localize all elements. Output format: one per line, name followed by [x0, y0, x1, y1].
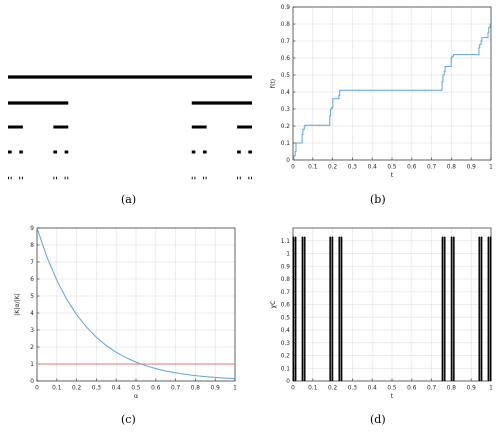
- y-tick-label: 0.6: [281, 303, 291, 309]
- x-tick-label: 0.3: [92, 386, 102, 392]
- x-axis-label: t: [391, 392, 394, 400]
- y-axis-label: f(t): [270, 79, 277, 88]
- x-tick-label: 0.5: [131, 386, 141, 392]
- plot-frame: [36, 227, 236, 382]
- y-tick-label: 0.3: [281, 107, 291, 113]
- y-tick-label: 1: [286, 252, 290, 258]
- y-tick-label: 0: [30, 379, 34, 385]
- x-tick-label: 0.1: [52, 386, 62, 392]
- y-tick-label: 0.2: [281, 124, 291, 130]
- y-tick-label: 9: [30, 226, 34, 232]
- ratio-curve: [36, 227, 236, 380]
- y-tick-label: 0.7: [281, 290, 291, 296]
- x-tick-label: 0.1: [308, 386, 318, 392]
- y-tick-label: 0.8: [281, 277, 291, 283]
- x-tick-label: 1: [233, 386, 237, 392]
- x-tick-label: 0.5: [387, 165, 397, 171]
- x-tick-label: 0.7: [427, 386, 437, 392]
- y-tick-label: 0.4: [281, 328, 291, 334]
- y-tick-label: 0.5: [281, 73, 291, 79]
- x-tick-label: 0.3: [348, 165, 358, 171]
- x-tick-label: 0.5: [387, 386, 397, 392]
- caption-c: (c): [121, 413, 136, 426]
- x-tick-label: 0.9: [467, 386, 477, 392]
- y-tick-label: 0.2: [281, 354, 291, 360]
- y-tick-label: 5: [30, 294, 34, 300]
- x-tick-label: 0.4: [112, 386, 122, 392]
- y-tick-label: 7: [30, 260, 34, 266]
- x-tick-label: 0: [291, 386, 295, 392]
- y-tick-label: 0.8: [281, 22, 291, 28]
- plot-frame: [292, 6, 492, 161]
- y-tick-label: 0: [286, 158, 290, 164]
- y-axis-label: |K|α/|K|: [14, 293, 21, 316]
- caption-b: (b): [370, 193, 386, 206]
- y-tick-label: 0.3: [281, 341, 291, 347]
- x-tick-label: 0.4: [368, 165, 378, 171]
- x-tick-label: 0.6: [407, 386, 417, 392]
- caption-a: (a): [121, 193, 137, 206]
- x-tick-label: 0: [35, 386, 39, 392]
- y-tick-label: 0: [286, 379, 290, 385]
- y-tick-label: 0.7: [281, 39, 291, 45]
- x-tick-label: 0: [291, 165, 295, 171]
- y-tick-label: 1.1: [281, 239, 291, 245]
- x-axis-label: t: [391, 171, 394, 179]
- y-tick-label: 0.5: [281, 315, 291, 321]
- x-tick-label: 0.6: [151, 386, 161, 392]
- x-tick-label: 0.3: [348, 386, 358, 392]
- x-tick-label: 0.7: [427, 165, 437, 171]
- x-tick-label: 0.9: [467, 165, 477, 171]
- x-tick-label: 0.2: [72, 386, 82, 392]
- y-tick-label: 1: [30, 362, 34, 368]
- y-tick-label: 2: [30, 345, 34, 351]
- y-tick-label: 0.9: [281, 5, 291, 11]
- x-tick-label: 1: [489, 165, 493, 171]
- y-axis-label: χC: [270, 301, 277, 309]
- x-axis-label: α: [134, 392, 138, 400]
- x-tick-label: 0.1: [308, 165, 318, 171]
- x-tick-label: 0.8: [447, 165, 457, 171]
- x-tick-label: 0.4: [368, 386, 378, 392]
- caption-d: (d): [370, 413, 386, 426]
- x-tick-label: 0.8: [447, 386, 457, 392]
- x-tick-label: 0.6: [407, 165, 417, 171]
- y-tick-label: 0.9: [281, 264, 291, 270]
- cantor-function-line: [293, 23, 491, 161]
- y-tick-label: 3: [30, 328, 34, 334]
- x-tick-label: 0.9: [211, 386, 221, 392]
- y-tick-label: 4: [30, 311, 34, 317]
- y-tick-label: 0.6: [281, 56, 291, 62]
- y-tick-label: 0.4: [281, 90, 291, 96]
- y-tick-label: 0.1: [281, 141, 291, 147]
- x-tick-label: 0.2: [328, 165, 338, 171]
- x-tick-label: 0.8: [191, 386, 201, 392]
- x-tick-label: 0.7: [171, 386, 181, 392]
- x-tick-label: 1: [489, 386, 493, 392]
- y-tick-label: 6: [30, 277, 34, 283]
- y-tick-label: 0.1: [281, 366, 291, 372]
- y-tick-label: 8: [30, 243, 34, 249]
- x-tick-label: 0.2: [328, 386, 338, 392]
